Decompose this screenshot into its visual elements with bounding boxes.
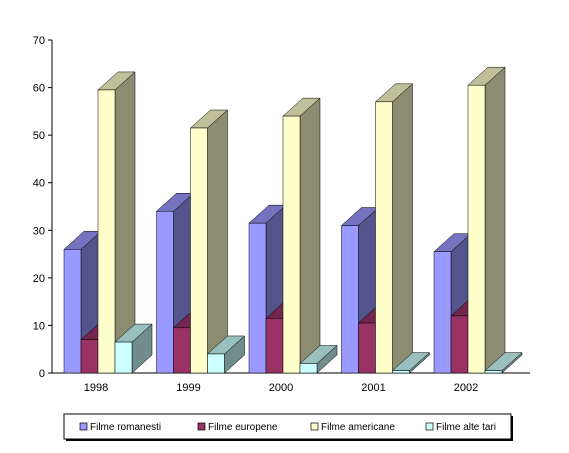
legend-label: Filme alte tari (436, 422, 496, 433)
bar-filme-romanesti-2000 (248, 222, 267, 374)
y-tick-label: 50 (33, 130, 45, 142)
x-tick-label: 1998 (84, 382, 108, 394)
legend: Filme romanesti Filme europene Filme ameri… (63, 413, 513, 441)
bar-side-face (207, 109, 228, 374)
legend-label: Filme romanesti (90, 422, 161, 433)
legend-swatch (79, 422, 88, 431)
legend-swatch (310, 422, 319, 431)
x-tick-label: 2002 (454, 382, 478, 394)
y-tick-label: 40 (33, 178, 45, 190)
bar-filme-americane-2000 (282, 115, 301, 374)
y-tick-label: 10 (33, 320, 45, 332)
bar-side-face (484, 66, 506, 374)
bar-filme-romanesti-1999 (156, 211, 174, 374)
bar-filme-alte-tari-1999 (207, 353, 225, 374)
legend-label: Filme americane (321, 422, 395, 433)
bar-filme-romanesti-2002 (433, 251, 452, 374)
bar-filme-europene-2001 (358, 322, 376, 374)
bars (63, 66, 523, 374)
y-tick-label: 30 (33, 225, 45, 237)
bar-filme-romanesti-2001 (341, 225, 359, 374)
x-tick-label: 2001 (361, 382, 385, 394)
bar-filme-americane-2002 (467, 84, 486, 374)
y-tick-label: 60 (33, 83, 45, 95)
y-tick-label: 70 (33, 35, 45, 47)
bar-filme-alte-tari-2001 (392, 370, 410, 374)
bar-filme-alte-tari-1998 (114, 341, 133, 374)
bar-filme-americane-1999 (190, 127, 208, 374)
legend-swatch (197, 422, 206, 431)
legend-label: Filme europene (208, 422, 278, 433)
y-tick-label: 20 (33, 273, 45, 285)
axis-labels: 0 10 20 30 40 50 60 70 1998 1999 2000 2001 2002 (33, 35, 478, 394)
bar-side-face (299, 97, 321, 374)
bar-filme-alte-tari-2002 (484, 370, 503, 374)
legend-swatch (425, 422, 434, 431)
y-tick-label: 0 (39, 368, 45, 380)
bar-filme-europene-2000 (265, 318, 284, 374)
x-tick-label: 1999 (176, 382, 200, 394)
legend-box (63, 413, 512, 440)
bar-filme-americane-2001 (375, 101, 393, 374)
bar-filme-alte-tari-2000 (299, 363, 318, 374)
bar-filme-europene-1998 (80, 339, 99, 374)
bar-filme-europene-2002 (450, 315, 469, 374)
bar-filme-romanesti-1998 (63, 249, 82, 374)
bar-side-face (392, 83, 413, 374)
bar-filme-europene-1999 (173, 327, 191, 374)
bar-filme-americane-1998 (97, 89, 116, 374)
x-tick-label: 2000 (269, 382, 293, 394)
